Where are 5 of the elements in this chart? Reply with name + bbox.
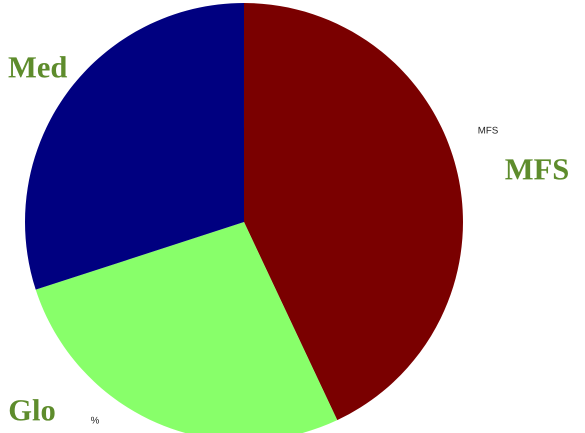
slice-label: Glo: [10, 399, 55, 421]
slice-label: Med: [8, 56, 68, 78]
text: MFS: [478, 126, 498, 134]
slice-label: MFS: [505, 159, 568, 180]
text: %: [91, 416, 99, 424]
